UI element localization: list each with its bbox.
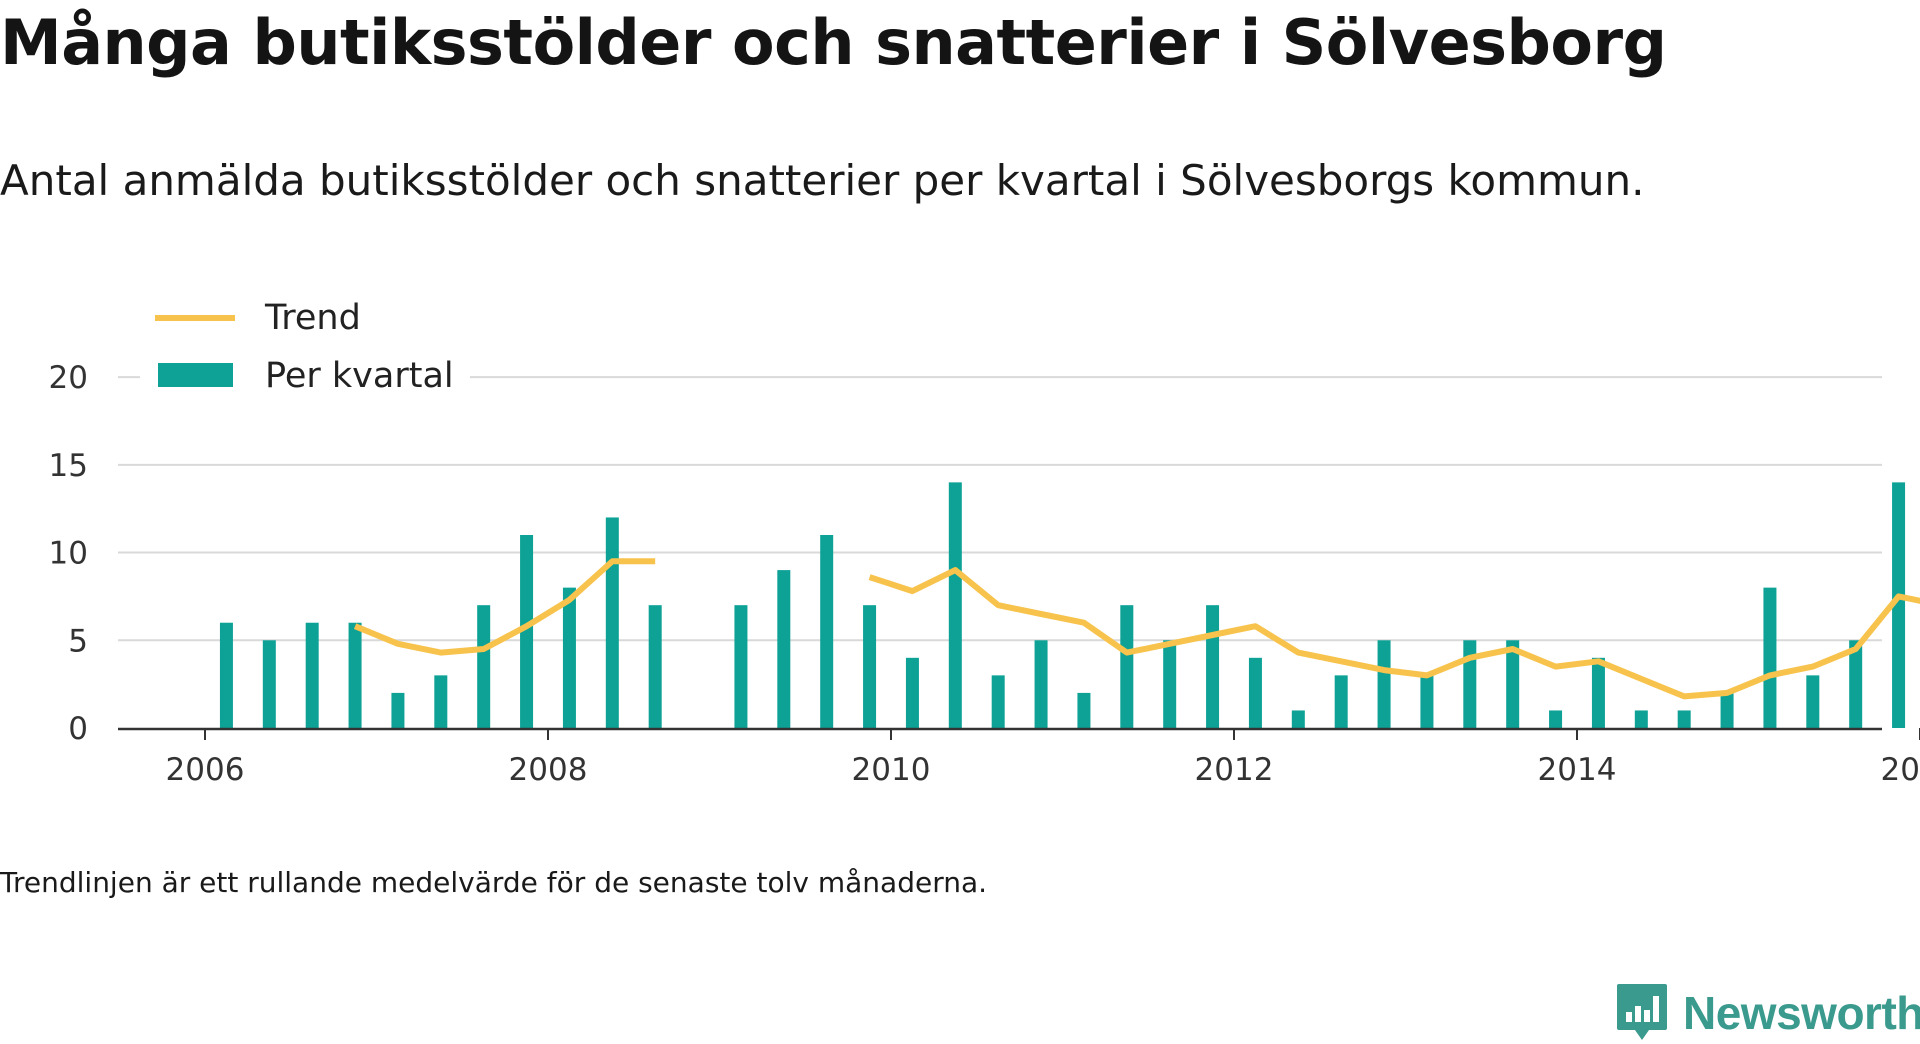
bar	[262, 640, 276, 728]
bar-series	[219, 482, 1906, 728]
bar	[1849, 640, 1863, 728]
bar-chart-badge-icon	[1617, 984, 1667, 1040]
legend-label-trend: Trend	[264, 298, 361, 338]
bar	[219, 622, 233, 728]
bar	[777, 570, 791, 728]
bar	[305, 622, 319, 728]
bar	[562, 587, 576, 728]
brand-name: Newsworthy	[1683, 987, 1920, 1039]
bar	[605, 517, 619, 728]
bar	[1591, 657, 1605, 728]
bar	[1420, 675, 1434, 728]
bar	[477, 605, 491, 728]
x-tick-label: 2014	[1538, 752, 1617, 788]
footnote: Trendlinjen är ett rullande medelvärde f…	[0, 866, 988, 899]
bar	[1806, 675, 1820, 728]
bar	[1720, 692, 1734, 728]
bar	[1463, 640, 1477, 728]
x-tick-label: 2010	[852, 752, 931, 788]
y-tick-label: 20	[49, 360, 88, 396]
bar	[1506, 640, 1520, 728]
bar	[1677, 710, 1691, 728]
legend-label-bars: Per kvartal	[265, 356, 454, 396]
x-tick-label: 2006	[166, 752, 245, 788]
bar	[648, 605, 662, 728]
chart-subtitle: Antal anmälda butiksstölder och snatteri…	[0, 156, 1645, 205]
y-tick-label: 10	[49, 536, 88, 572]
bar	[1892, 482, 1906, 728]
bar	[391, 692, 405, 728]
chart-title: Många butiksstölder och snatterier i Söl…	[0, 6, 1667, 79]
legend-swatch-bars	[158, 363, 233, 387]
chart-area: 0510152020062008201020122014201620182020…	[49, 296, 1920, 788]
bar	[1248, 657, 1262, 728]
bar	[905, 657, 919, 728]
bar	[1377, 640, 1391, 728]
bar	[991, 675, 1005, 728]
bar	[1763, 587, 1777, 728]
bar	[1634, 710, 1648, 728]
gridlines	[118, 376, 1882, 642]
bar	[734, 605, 748, 728]
x-tick-label: 2016	[1881, 752, 1920, 788]
bar	[1549, 710, 1563, 728]
bar	[948, 482, 962, 728]
bar	[348, 622, 362, 728]
bar	[1163, 640, 1177, 728]
bar	[434, 675, 448, 728]
bar	[1120, 605, 1134, 728]
y-tick-label: 5	[68, 623, 88, 659]
x-tick-label: 2012	[1195, 752, 1274, 788]
bar	[520, 535, 534, 728]
y-tick-label: 15	[49, 448, 88, 484]
newsworthy-logo: Newsworthy	[1615, 982, 1920, 1044]
bar	[1291, 710, 1305, 728]
trend-line	[353, 558, 656, 656]
trend-line	[868, 567, 1920, 700]
bar	[1334, 675, 1348, 728]
x-tick-label: 2008	[509, 752, 588, 788]
y-tick-label: 0	[68, 711, 88, 747]
bar	[820, 535, 834, 728]
bar	[1206, 605, 1220, 728]
bar	[863, 605, 877, 728]
bar	[1034, 640, 1048, 728]
trend-series	[353, 558, 1920, 700]
legend: Trend Per kvartal	[140, 296, 470, 396]
bar	[1077, 692, 1091, 728]
axes: 0510152020062008201020122014201620182020…	[49, 360, 1920, 788]
